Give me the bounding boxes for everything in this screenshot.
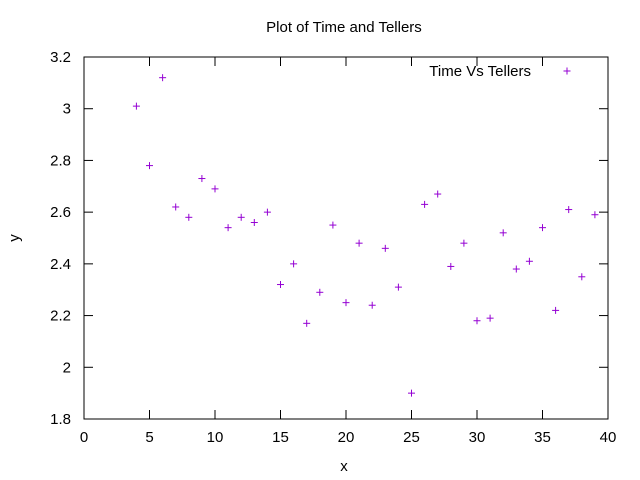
data-point xyxy=(329,221,337,229)
x-tick-label: 40 xyxy=(600,429,617,446)
data-point xyxy=(146,162,153,170)
data-point xyxy=(486,314,494,322)
chart-title: Plot of Time and Tellers xyxy=(266,19,422,36)
plot-frame xyxy=(83,56,609,420)
x-axis-label: x xyxy=(340,458,348,475)
data-point xyxy=(408,389,415,397)
data-point xyxy=(539,224,546,232)
data-point xyxy=(290,260,298,268)
data-point xyxy=(172,203,180,211)
data-point xyxy=(460,239,468,247)
data-point xyxy=(421,200,429,208)
data-point xyxy=(552,306,560,314)
data-point xyxy=(591,211,599,219)
data-point xyxy=(434,190,442,198)
y-tick-label: 3 xyxy=(63,101,71,118)
y-tick-label: 3.2 xyxy=(50,49,71,66)
legend-marker xyxy=(563,67,571,75)
data-point xyxy=(381,244,389,252)
x-axis-ticks: 0 5 10 15 20 25 30 35 40 xyxy=(80,57,617,446)
data-point xyxy=(394,283,402,291)
x-tick-label: 15 xyxy=(272,429,289,446)
x-tick-label: 5 xyxy=(145,429,153,446)
y-tick-label: 2 xyxy=(63,359,71,376)
data-point xyxy=(447,262,455,270)
data-point xyxy=(499,229,507,237)
data-point xyxy=(512,265,520,273)
data-point xyxy=(303,319,311,327)
data-point xyxy=(277,281,284,289)
data-point xyxy=(250,218,258,226)
y-axis-ticks: 1.8 2 2.2 2.4 2.6 2.8 3 3.2 xyxy=(50,49,608,428)
y-tick-label: 2.2 xyxy=(50,308,71,325)
data-point xyxy=(316,288,324,296)
y-axis-label: y xyxy=(6,234,23,242)
data-point xyxy=(525,257,533,265)
y-tick-label: 1.8 xyxy=(50,411,71,428)
data-point xyxy=(565,206,573,214)
x-tick-label: 10 xyxy=(207,429,224,446)
data-point xyxy=(473,317,481,325)
data-points xyxy=(132,74,599,397)
data-point xyxy=(159,74,167,82)
y-tick-label: 2.8 xyxy=(50,152,71,169)
x-tick-label: 35 xyxy=(534,429,551,446)
data-point xyxy=(368,301,376,309)
x-tick-label: 25 xyxy=(403,429,420,446)
x-tick-label: 20 xyxy=(338,429,355,446)
x-tick-label: 0 xyxy=(80,429,88,446)
data-point xyxy=(185,213,193,221)
data-point xyxy=(342,299,350,307)
y-tick-label: 2.4 xyxy=(50,256,71,273)
data-point xyxy=(198,175,206,183)
data-point xyxy=(224,224,232,232)
data-point xyxy=(355,239,363,247)
data-point xyxy=(578,273,586,281)
legend-label: Time Vs Tellers xyxy=(429,63,531,80)
legend: Time Vs Tellers xyxy=(429,63,571,80)
data-point xyxy=(237,213,245,221)
data-point xyxy=(132,102,140,110)
data-point xyxy=(263,208,271,216)
y-tick-label: 2.6 xyxy=(50,204,71,221)
x-tick-label: 30 xyxy=(469,429,486,446)
legend-marker-plus xyxy=(563,67,571,75)
data-point xyxy=(211,185,219,193)
